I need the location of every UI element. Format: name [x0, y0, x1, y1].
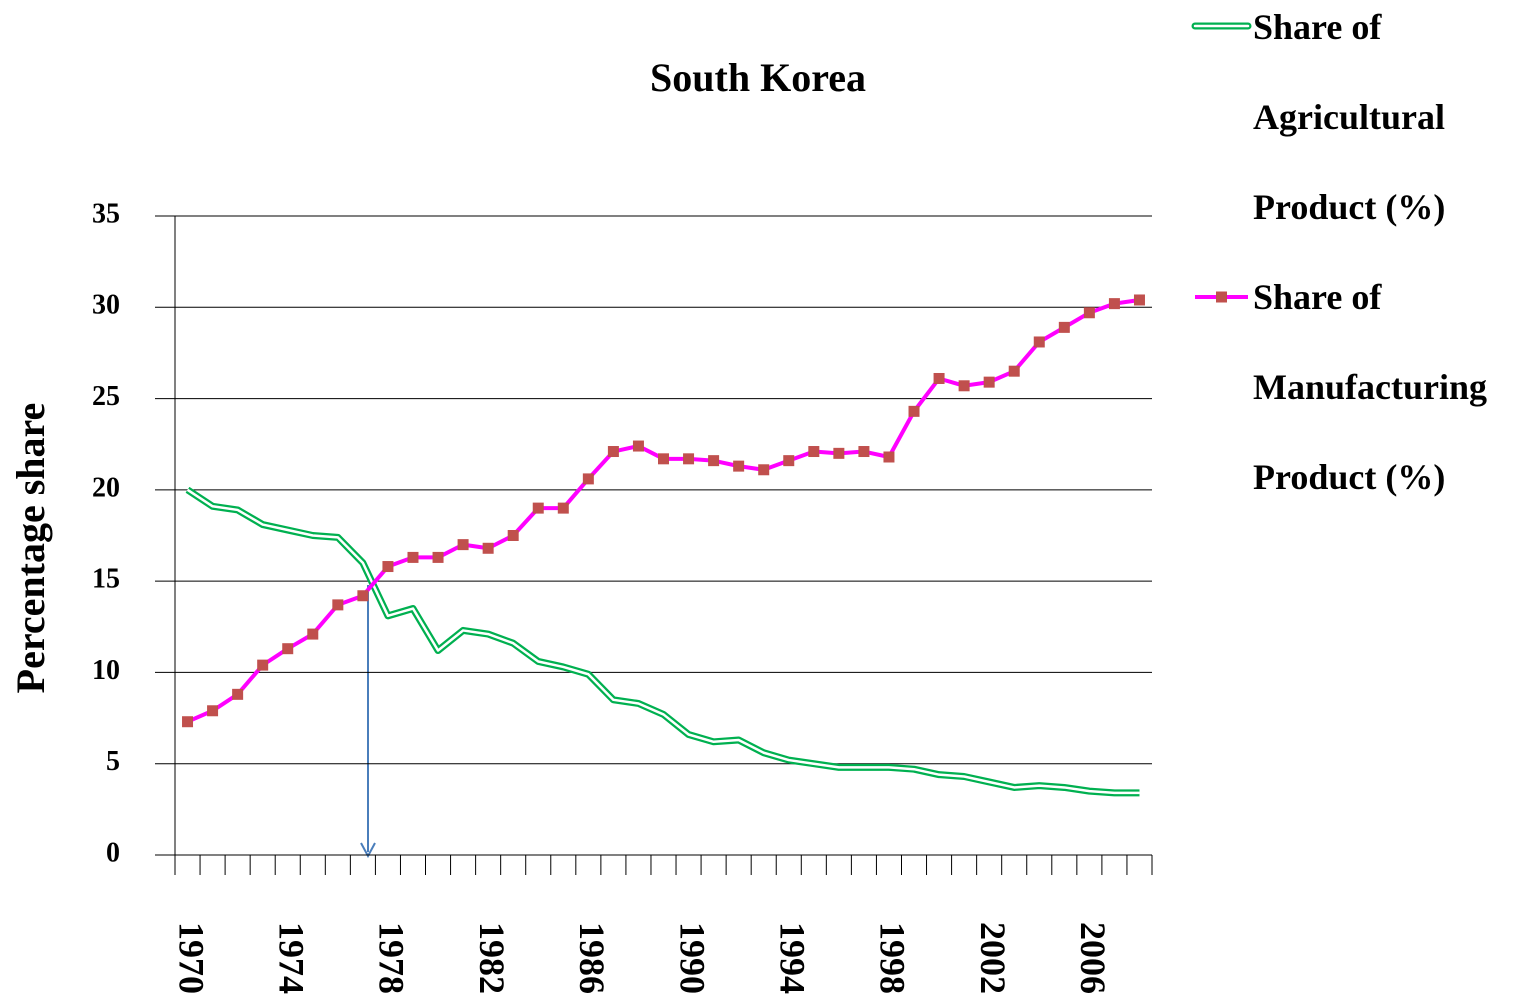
x-tick-label: 1986 — [572, 922, 612, 994]
marker — [1108, 298, 1120, 310]
marker — [307, 628, 319, 640]
marker — [783, 455, 795, 467]
series-line-inner — [186, 488, 1140, 795]
legend-entry: Share of Agricultural Product (%) — [1253, 7, 1446, 227]
x-tick-label: 1974 — [271, 922, 311, 994]
x-tick-label: 2006 — [1073, 922, 1113, 994]
marker — [407, 551, 419, 563]
marker — [607, 446, 619, 458]
marker — [808, 446, 820, 458]
marker — [357, 590, 369, 602]
marker — [232, 688, 244, 700]
marker — [432, 551, 444, 563]
marker — [708, 455, 720, 467]
y-tick-label: 15 — [92, 564, 120, 595]
x-tick-label: 1990 — [672, 922, 712, 994]
marker — [983, 376, 995, 388]
marker — [858, 446, 870, 458]
marker — [382, 561, 394, 573]
series-line — [185, 486, 1140, 797]
marker — [282, 643, 294, 655]
marker — [1083, 307, 1095, 319]
y-tick-label: 25 — [92, 381, 120, 412]
marker — [332, 599, 344, 611]
y-tick-label: 5 — [106, 746, 120, 777]
marker — [457, 539, 469, 551]
y-tick-label: 35 — [92, 198, 120, 229]
marker — [257, 659, 269, 671]
marker — [1133, 294, 1145, 306]
marker — [933, 372, 945, 384]
y-tick-label: 30 — [92, 290, 120, 321]
x-tick-label: 2002 — [973, 922, 1013, 994]
x-tick-label: 1970 — [171, 922, 211, 994]
marker — [507, 530, 519, 541]
marker — [683, 453, 695, 465]
marker — [1033, 336, 1045, 348]
y-tick-label: 20 — [92, 472, 120, 503]
marker — [833, 447, 845, 459]
chart-title: South Korea — [650, 55, 866, 100]
x-tick-label: 1998 — [873, 922, 913, 994]
marker — [182, 716, 194, 728]
marker — [733, 460, 745, 472]
marker — [958, 380, 970, 392]
marker — [632, 440, 644, 452]
y-tick-label: 10 — [92, 655, 120, 686]
x-tick-label: 1978 — [372, 922, 412, 994]
marker — [482, 542, 494, 554]
marker — [908, 405, 920, 417]
marker — [1058, 321, 1070, 333]
marker — [582, 473, 594, 485]
annotation-arrowhead — [360, 842, 376, 859]
marker — [532, 502, 544, 514]
x-tick-label: 1982 — [472, 922, 512, 994]
marker — [1008, 365, 1020, 377]
y-tick-label: 0 — [106, 837, 120, 868]
legend-marker — [1216, 291, 1227, 303]
marker — [758, 464, 770, 476]
y-axis-title: Percentage share — [8, 403, 53, 694]
marker — [557, 502, 569, 514]
x-tick-label: 1994 — [772, 922, 812, 994]
series-line — [186, 298, 1140, 724]
marker — [207, 705, 219, 717]
marker — [883, 451, 895, 463]
marker — [658, 453, 669, 465]
legend-entry: Share of Manufacturing Product (%) — [1253, 277, 1487, 497]
